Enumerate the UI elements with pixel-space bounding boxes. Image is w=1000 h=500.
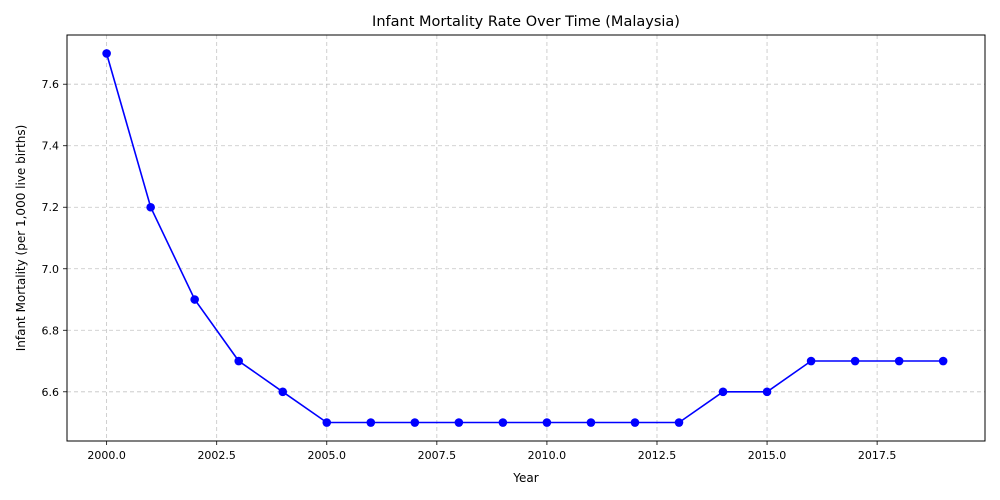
data-point: [850, 356, 860, 366]
y-tick-label: 7.6: [42, 78, 60, 91]
x-tick-label: 2017.5: [858, 449, 897, 462]
x-tick-label: 2002.5: [197, 449, 236, 462]
x-tick-label: 2005.0: [308, 449, 347, 462]
data-point: [498, 418, 508, 427]
data-point: [102, 49, 111, 58]
data-point: [278, 387, 288, 397]
data-point: [762, 387, 772, 397]
y-axis: 6.6 6.8 7.0 7.2 7.4 7.6: [42, 78, 67, 399]
y-tick-label: 7.2: [42, 201, 60, 214]
data-point: [146, 202, 155, 212]
data-point: [894, 356, 904, 366]
y-tick-label: 7.0: [42, 263, 60, 276]
y-tick-label: 6.6: [42, 386, 60, 399]
series-plot: [102, 49, 948, 427]
data-point: [234, 356, 244, 366]
data-point: [586, 418, 596, 427]
data-point: [806, 356, 816, 366]
x-tick-label: 2015.0: [748, 449, 787, 462]
data-point: [718, 387, 728, 397]
series-line: [105, 53, 944, 424]
x-tick-label: 2007.5: [418, 449, 457, 462]
x-axis-title: Year: [512, 471, 538, 485]
data-point: [630, 418, 640, 427]
x-tick-label: 2000.0: [87, 449, 126, 462]
data-point: [938, 356, 948, 366]
data-point: [410, 418, 420, 427]
plot-frame: [66, 34, 986, 442]
data-point: [366, 418, 376, 427]
data-point: [454, 418, 464, 427]
chart-title: Infant Mortality Rate Over Time (Malaysi…: [372, 14, 680, 30]
data-point: [190, 295, 199, 304]
y-tick-label: 7.4: [42, 140, 60, 153]
x-tick-label: 2012.5: [638, 449, 677, 462]
y-axis-title: Infant Mortality (per 1,000 live births): [14, 125, 28, 352]
x-axis: 2000.0 2002.5 2005.0 2007.5 2010.0 2012.5 2015…: [87, 441, 896, 462]
x-tick-label: 2010.0: [528, 449, 567, 462]
data-point: [542, 418, 552, 427]
grid: [67, 35, 985, 441]
data-point: [322, 418, 332, 427]
data-point: [674, 418, 684, 427]
y-tick-label: 6.8: [42, 324, 60, 337]
